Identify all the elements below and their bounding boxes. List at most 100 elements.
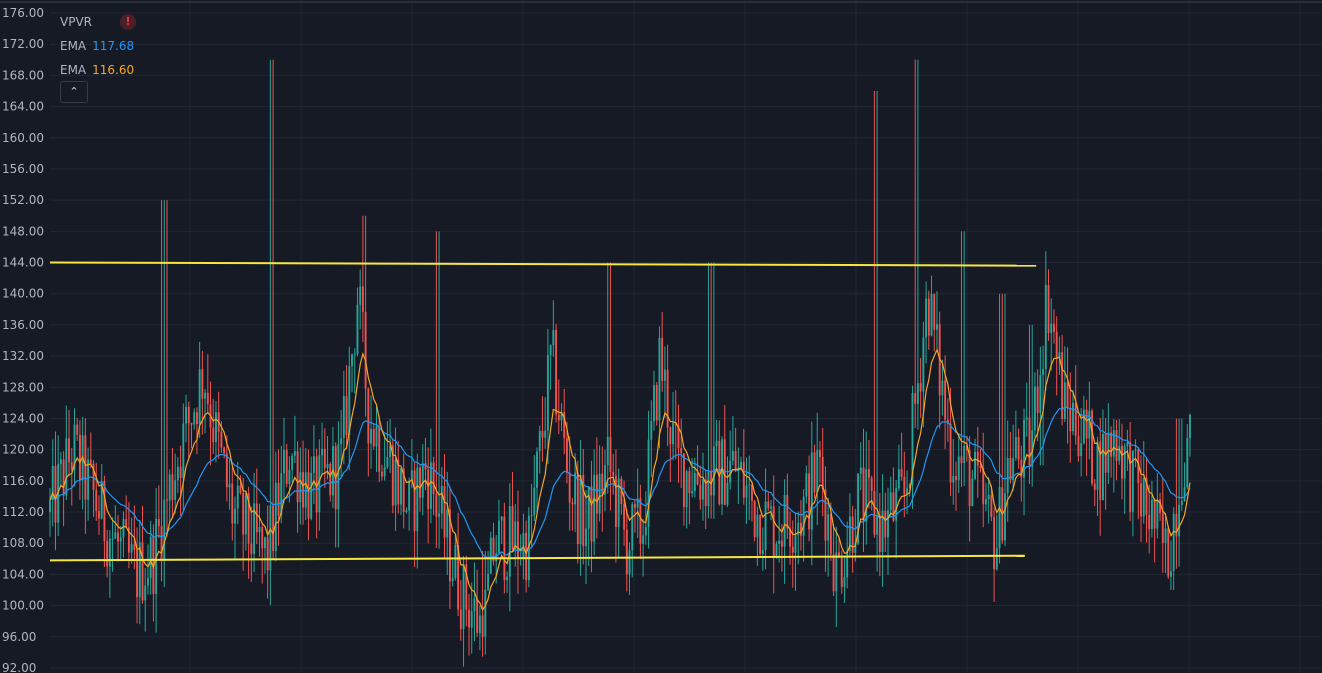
candle-body <box>778 540 781 545</box>
candle-body <box>54 465 57 523</box>
candle-body <box>236 485 239 509</box>
candle-body <box>587 486 590 529</box>
candle-body <box>465 564 468 610</box>
ema-lines <box>49 347 1191 612</box>
candle-body <box>492 537 495 562</box>
candle-body <box>835 552 838 592</box>
candle-body <box>239 485 242 494</box>
candle-body <box>1189 414 1191 438</box>
candle-body <box>356 304 359 355</box>
candle-body <box>832 554 835 592</box>
candle-body <box>127 527 130 553</box>
candle-body <box>821 457 824 490</box>
candle-body <box>745 485 748 498</box>
y-tick-label: 140.00 <box>2 287 44 301</box>
candle-body <box>133 544 136 550</box>
candle-body <box>378 426 381 472</box>
candle-body <box>122 519 125 538</box>
candle-body <box>786 495 789 529</box>
candle-body <box>1142 477 1145 517</box>
candle-body <box>389 445 392 458</box>
candle-body <box>957 456 960 481</box>
candle-body <box>851 516 854 553</box>
candle-body <box>696 473 699 485</box>
candle-body <box>819 450 821 458</box>
candle-body <box>400 468 402 505</box>
candle-body <box>895 488 898 521</box>
candle-body <box>73 424 76 470</box>
candle-body <box>595 474 598 514</box>
candle-body <box>653 385 655 422</box>
candle-body <box>353 354 356 356</box>
candle-body <box>756 514 759 538</box>
vpvr-row[interactable]: VPVR ! <box>60 10 136 34</box>
ema-slow-row[interactable]: EMA 116.60 <box>60 58 136 82</box>
candle-body <box>370 428 373 444</box>
candle-body <box>541 430 544 438</box>
candle-body <box>848 516 851 551</box>
candle-body <box>78 434 81 481</box>
candle-body <box>1096 441 1099 490</box>
candle-body <box>1023 419 1025 478</box>
candle-body <box>1033 386 1036 431</box>
candle-body <box>307 472 310 519</box>
candle-body <box>1104 433 1107 473</box>
candle-body <box>293 451 296 456</box>
candle-body <box>906 488 908 495</box>
candle-body <box>952 476 955 483</box>
y-tick-label: 132.00 <box>2 349 44 363</box>
collapse-legend-button[interactable]: ⌃ <box>60 81 88 103</box>
candle-body <box>185 406 187 424</box>
candles <box>49 59 1191 667</box>
ema-label: EMA <box>60 39 87 53</box>
candle-body <box>176 466 179 481</box>
candle-body <box>723 439 726 505</box>
candle-body <box>590 486 593 542</box>
candle-body <box>391 445 394 506</box>
y-tick-label: 96.00 <box>2 630 36 644</box>
candle-body <box>674 423 677 426</box>
ema-value: 117.68 <box>92 39 135 53</box>
candle-body <box>506 576 509 581</box>
candle-body <box>1093 483 1096 490</box>
candle-body <box>65 438 68 496</box>
candle-body <box>470 611 473 628</box>
candle-body <box>533 487 536 516</box>
candle-body <box>707 471 710 507</box>
candle-body <box>1101 433 1104 501</box>
candle-body <box>1004 493 1006 541</box>
candle-body <box>402 468 405 512</box>
candle-body <box>974 451 977 479</box>
candle-body <box>549 345 552 356</box>
candle-body <box>348 366 351 436</box>
y-tick-label: 164.00 <box>2 100 44 114</box>
candle-body <box>955 476 957 481</box>
candle-body <box>1077 435 1080 457</box>
candle-body <box>1150 499 1153 530</box>
y-tick-label: 144.00 <box>2 256 44 270</box>
y-tick-label: 160.00 <box>2 131 44 145</box>
candle-body <box>87 459 90 500</box>
candle-body <box>751 484 753 501</box>
exclamation-icon[interactable]: ! <box>120 14 136 30</box>
ema-fast-row[interactable]: EMA 117.68 <box>60 34 136 58</box>
candle-body <box>598 473 601 514</box>
candle-body <box>731 450 734 461</box>
candle-body <box>560 412 563 421</box>
candle-body <box>1074 402 1077 436</box>
candle-body <box>201 369 204 399</box>
candle-body <box>62 459 65 496</box>
y-tick-label: 172.00 <box>2 37 44 51</box>
candle-body <box>1164 528 1167 543</box>
y-tick-label: 124.00 <box>2 411 44 425</box>
candle-body <box>753 500 756 538</box>
candle-body <box>408 480 411 511</box>
candle-body <box>960 456 963 464</box>
candle-body <box>1140 483 1142 517</box>
candle-body <box>198 369 201 425</box>
candle-body <box>614 475 617 528</box>
candle-body <box>1066 382 1069 408</box>
